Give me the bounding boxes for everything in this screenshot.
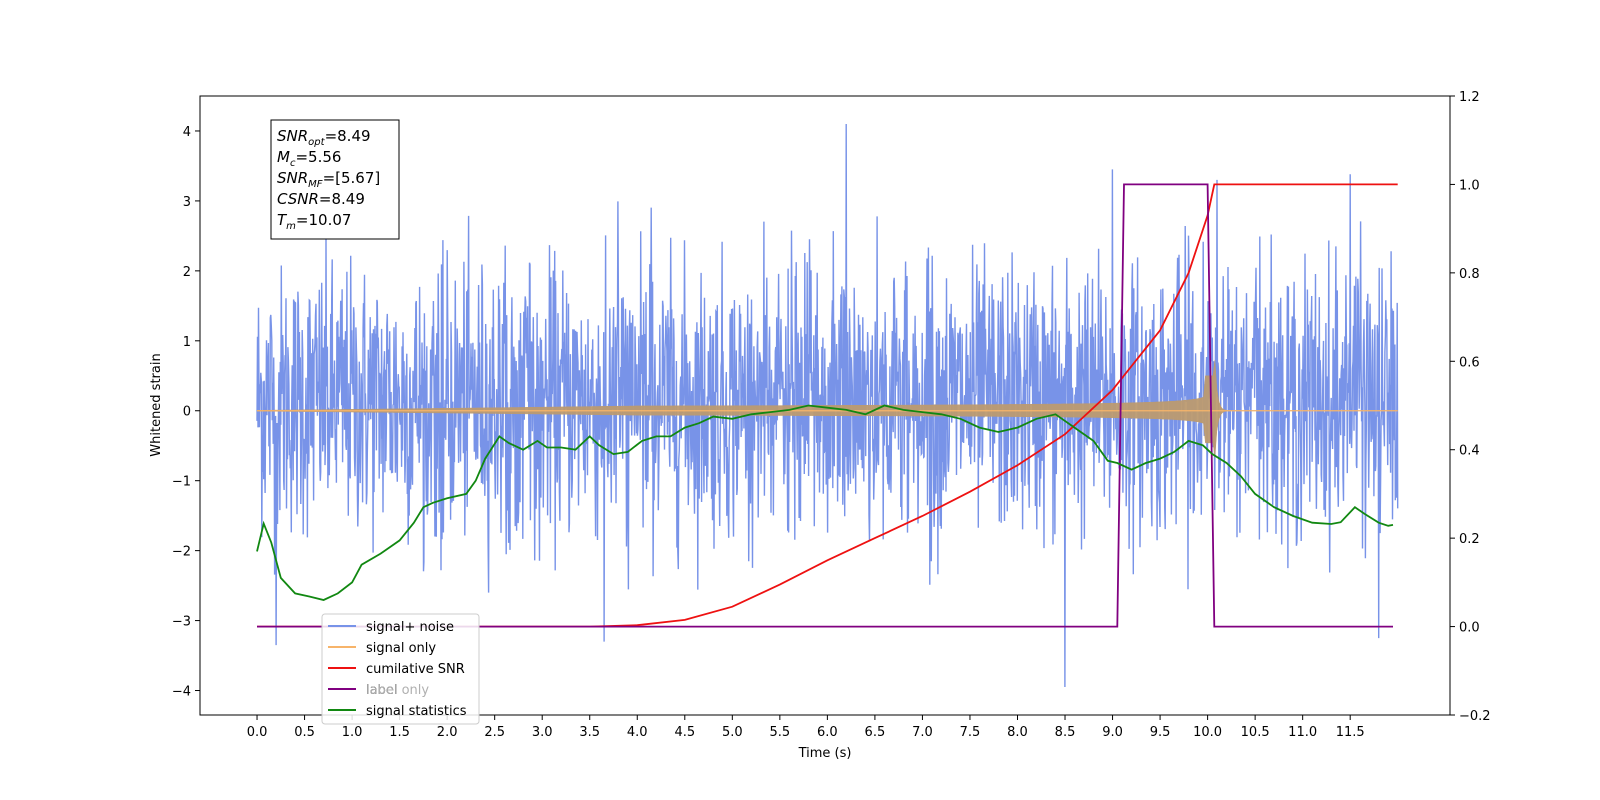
y2-tick-label: −0.2 bbox=[1459, 709, 1491, 724]
legend-frame bbox=[321, 613, 480, 725]
x-tick-label: 8.0 bbox=[1007, 725, 1028, 740]
y2-tick-label: 0.2 bbox=[1459, 532, 1480, 547]
annotation-line: Mc=5.56 bbox=[277, 148, 341, 169]
y-tick-label: −2 bbox=[172, 545, 191, 560]
y-tick-label: −3 bbox=[172, 615, 191, 630]
annotation-frame bbox=[270, 119, 400, 240]
annotation-line: SNRopt=8.49 bbox=[277, 127, 371, 148]
x-axis-label: Time (s) bbox=[798, 746, 852, 761]
y-tick-label: 3 bbox=[183, 195, 191, 210]
legend-label: cumilative SNR bbox=[366, 662, 465, 677]
x-tick-label: 0.0 bbox=[247, 725, 268, 740]
y2-tick-label: 0.8 bbox=[1459, 267, 1480, 282]
x-tick-label: 10.0 bbox=[1193, 725, 1222, 740]
x-tick-label: 1.5 bbox=[389, 725, 410, 740]
x-tick-label: 5.5 bbox=[770, 725, 791, 740]
y-axis-label: Whitened strain bbox=[149, 353, 164, 456]
y-tick-label: −4 bbox=[172, 685, 191, 700]
y-tick-label: 2 bbox=[183, 265, 191, 280]
legend: signal+ noise signal only cumilative SNR la… bbox=[321, 613, 480, 725]
x-tick-label: 9.0 bbox=[1102, 725, 1123, 740]
x-tick-label: 7.5 bbox=[960, 725, 981, 740]
legend-label: label bbox=[366, 683, 397, 698]
x-tick-label: 11.5 bbox=[1336, 725, 1365, 740]
x-tick-label: 10.5 bbox=[1241, 725, 1270, 740]
x-tick-label: 1.0 bbox=[342, 725, 363, 740]
x-tick-label: 8.5 bbox=[1055, 725, 1076, 740]
x-tick-label: 6.0 bbox=[817, 725, 838, 740]
x-tick-label: 3.5 bbox=[579, 725, 600, 740]
annotation-line: Tm=10.07 bbox=[277, 211, 351, 232]
y2-tick-label: 0.0 bbox=[1459, 621, 1480, 636]
legend-label: signal statistics bbox=[366, 704, 467, 719]
y-tick-label: 0 bbox=[183, 405, 191, 420]
x-tick-label: 2.5 bbox=[484, 725, 505, 740]
y2-tick-label: 1.0 bbox=[1459, 178, 1480, 193]
y-tick-label: 1 bbox=[183, 335, 191, 350]
legend-label: signal+ noise bbox=[366, 620, 454, 635]
x-tick-label: 0.5 bbox=[294, 725, 315, 740]
x-tick-label: 2.0 bbox=[437, 725, 458, 740]
y2-tick-label: 0.4 bbox=[1459, 444, 1480, 459]
annotation-line: CSNR=8.49 bbox=[277, 190, 365, 208]
legend-label: label only bbox=[366, 683, 429, 698]
x-tick-label: 4.0 bbox=[627, 725, 648, 740]
plot-frame bbox=[199, 95, 1451, 716]
series-cumilative-snr-line bbox=[257, 183, 1398, 628]
y2-tick-label: 1.2 bbox=[1459, 90, 1480, 105]
series-label-line bbox=[257, 183, 1393, 628]
x-tick-label: 4.5 bbox=[674, 725, 695, 740]
series-signal-statistics-line bbox=[256, 404, 1394, 601]
y-tick-label: 4 bbox=[183, 125, 191, 140]
x-tick-label: 9.5 bbox=[1150, 725, 1171, 740]
x-tick-label: 3.0 bbox=[532, 725, 553, 740]
legend-label: signal only bbox=[366, 641, 436, 656]
x-tick-label: 6.5 bbox=[865, 725, 886, 740]
y2-tick-label: 0.6 bbox=[1459, 355, 1480, 370]
y-tick-label: −1 bbox=[172, 475, 191, 490]
x-tick-label: 11.0 bbox=[1288, 725, 1317, 740]
x-tick-label: 5.0 bbox=[722, 725, 743, 740]
annotation-line: SNRMF=[5.67] bbox=[277, 169, 380, 190]
x-tick-label: 7.0 bbox=[912, 725, 933, 740]
